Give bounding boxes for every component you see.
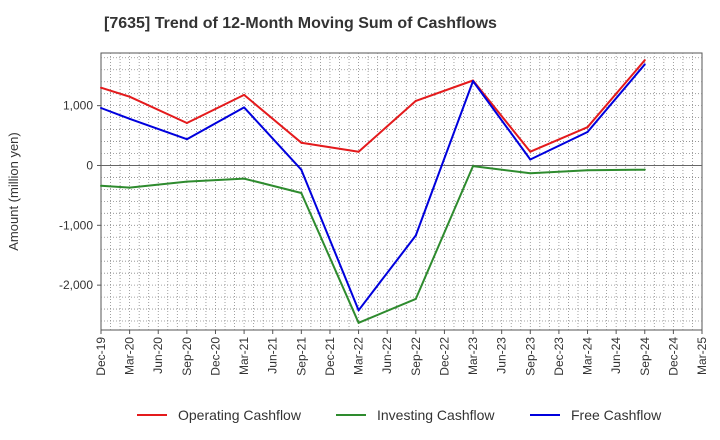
x-tick-label: Sep-21 [294,337,308,376]
data-point-operating-cashflow [100,86,102,89]
axis-layer: 1,000 0 -1,000 -2,000 Dec-19 Mar-20 Jun-20 Sep-… [6,99,709,376]
x-tick-label: Mar-23 [466,337,480,375]
x-tick-label: Mar-21 [237,337,251,375]
data-point-operating-cashflow [185,121,188,124]
chart-title: [7635] Trend of 12-Month Moving Sum of C… [104,15,497,32]
data-point-investing-cashflow [100,184,102,187]
x-tick-label: Sep-20 [180,337,194,376]
data-point-operating-cashflow [243,93,246,96]
data-point-free-cashflow [128,117,131,120]
data-point-investing-cashflow [243,177,246,180]
data-point-investing-cashflow [472,165,475,168]
data-point-operating-cashflow [643,59,646,62]
x-tick-label: Dec-20 [208,337,222,376]
data-point-free-cashflow [357,309,360,312]
data-point-investing-cashflow [185,180,188,183]
data-point-free-cashflow [643,63,646,66]
x-tick-label: Jun-21 [266,337,280,374]
x-tick-label: Jun-22 [380,337,394,374]
x-tick-label: Sep-22 [409,337,423,376]
data-point-operating-cashflow [414,99,417,102]
x-tick-label: Mar-25 [695,337,709,375]
data-point-operating-cashflow [357,150,360,153]
x-tick-label: Dec-22 [437,337,451,376]
data-point-investing-cashflow [414,297,417,300]
data-point-operating-cashflow [529,150,532,153]
data-point-free-cashflow [300,168,303,171]
data-point-free-cashflow [100,107,102,110]
data-point-free-cashflow [472,80,475,83]
data-point-operating-cashflow [586,126,589,129]
data-point-investing-cashflow [128,186,131,189]
x-tick-label: Mar-24 [581,337,595,375]
x-tick-label: Mar-22 [352,337,366,375]
data-point-free-cashflow [243,106,246,109]
data-point-free-cashflow [529,158,532,161]
x-tick-label: Dec-21 [323,337,337,376]
x-tick-label: Jun-23 [495,337,509,374]
data-point-free-cashflow [414,234,417,237]
grid-layer [100,52,703,331]
x-tick-label: Mar-20 [123,337,137,375]
y-tick-label: -2,000 [59,278,93,292]
x-tick-label: Jun-20 [151,337,165,374]
data-point-operating-cashflow [300,141,303,144]
x-tick-label: Dec-19 [94,337,108,376]
y-tick-label: -1,000 [59,218,93,232]
plot-area [100,52,703,331]
data-point-operating-cashflow [128,95,131,98]
y-tick-label: 0 [86,158,93,172]
data-point-investing-cashflow [357,321,360,324]
y-tick-label: 1,000 [63,99,93,113]
legend-label-free-cashflow: Free Cashflow [571,407,662,423]
legend-label-investing-cashflow: Investing Cashflow [377,407,495,423]
data-point-investing-cashflow [643,168,646,171]
series-layer [100,59,646,324]
x-tick-label: Jun-24 [609,337,623,374]
legend-label-operating-cashflow: Operating Cashflow [178,407,302,423]
data-point-free-cashflow [586,130,589,133]
data-point-investing-cashflow [300,191,303,194]
data-point-free-cashflow [185,138,188,141]
x-tick-label: Dec-24 [666,337,680,376]
x-tick-label: Sep-24 [638,337,652,376]
y-axis-title: Amount (million yen) [6,132,21,251]
data-point-investing-cashflow [586,169,589,172]
data-point-investing-cashflow [529,172,532,175]
legend: Operating Cashflow Investing Cashflow Free… [137,407,662,423]
x-tick-label: Dec-23 [552,337,566,376]
x-tick-label: Sep-23 [523,337,537,376]
